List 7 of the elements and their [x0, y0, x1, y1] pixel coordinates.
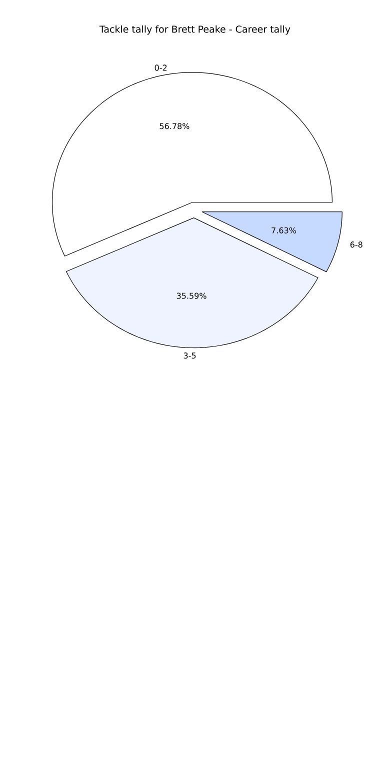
chart-title: Tackle tally for Brett Peake - Career tally	[99, 25, 290, 35]
data-label: 7.63%	[272, 227, 296, 234]
slice-label: 0-2	[154, 64, 167, 71]
data-label: 56.78%	[160, 123, 190, 130]
data-label: 35.59%	[176, 292, 206, 299]
slice-label: 3-5	[184, 352, 196, 359]
slice-label: 6-8	[350, 242, 362, 248]
